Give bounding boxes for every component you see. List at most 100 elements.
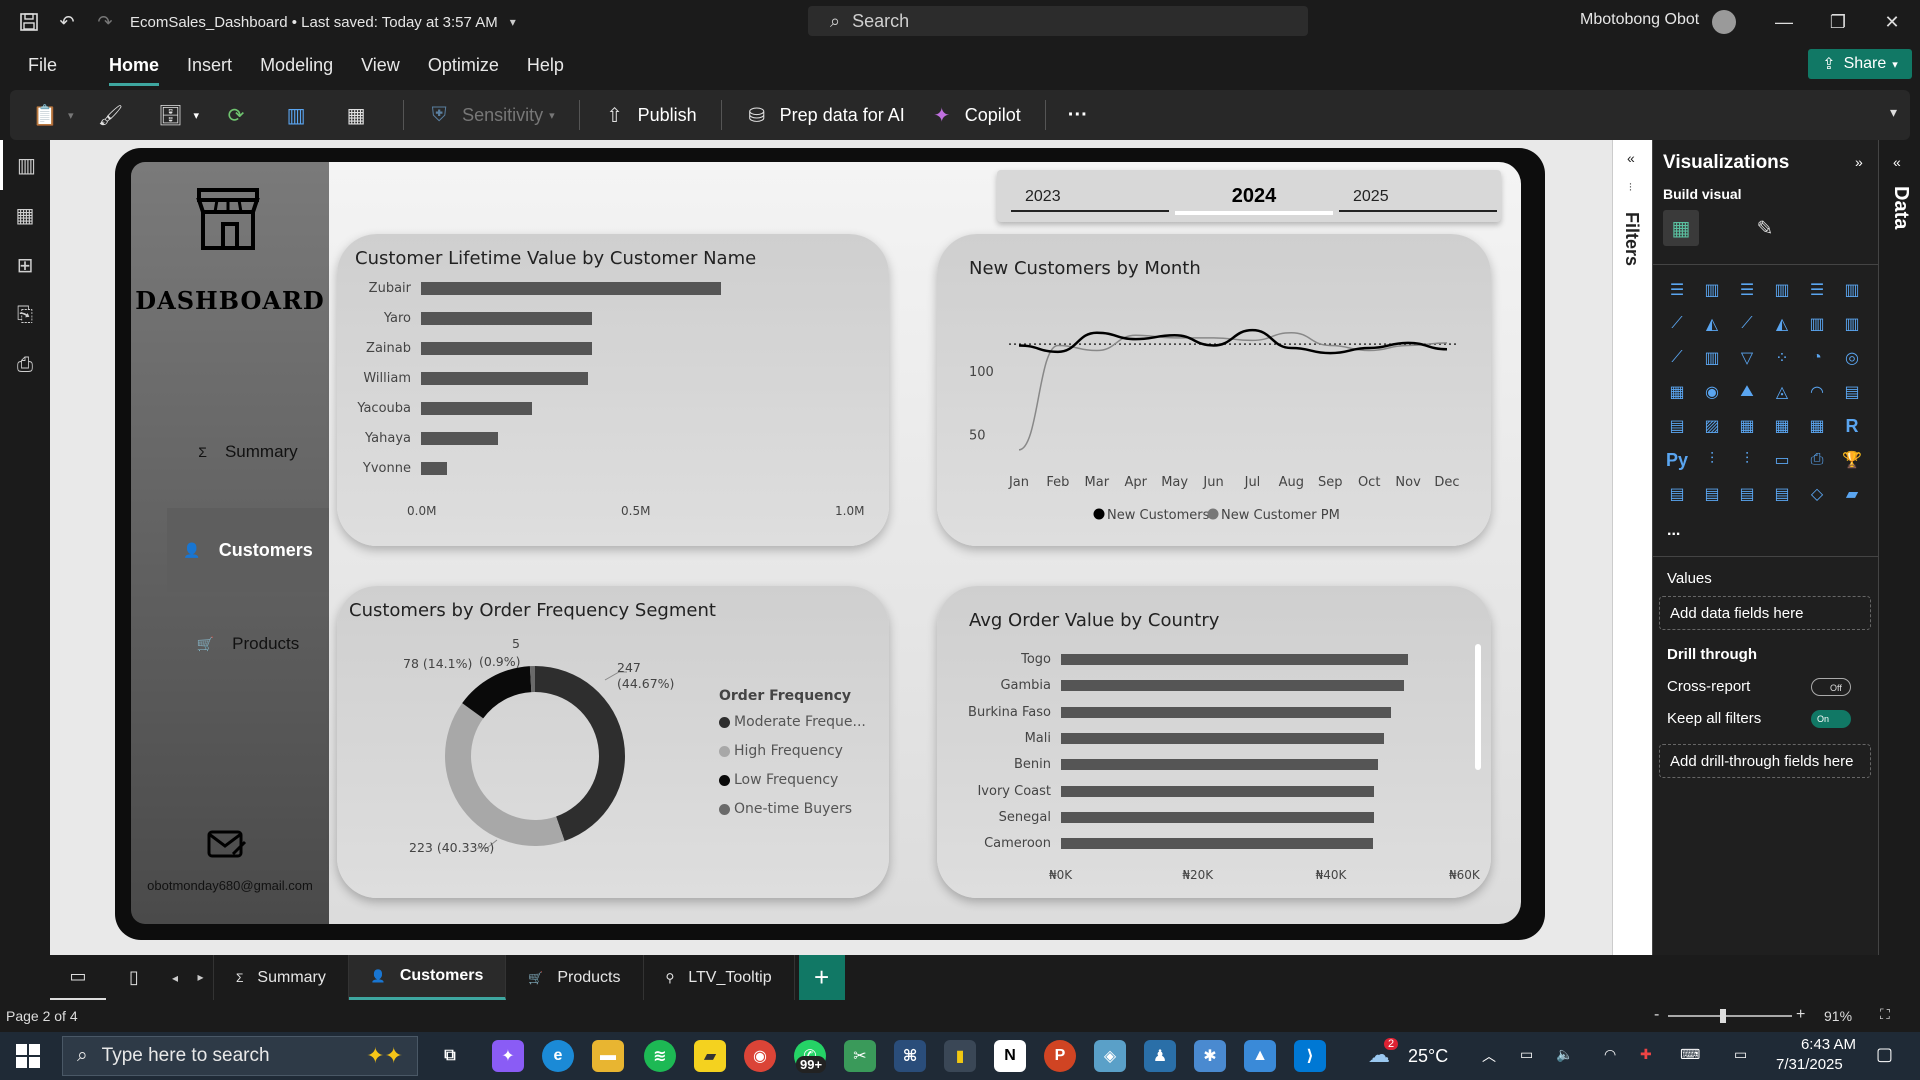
collapse-left-icon[interactable]: « <box>1893 154 1901 170</box>
series-line-new-customer-pm[interactable] <box>1018 331 1448 451</box>
visual-type-icon[interactable]: ◇ <box>1810 486 1824 503</box>
menu-optimize[interactable]: Optimize <box>427 54 499 75</box>
aov-bar[interactable] <box>1061 785 1375 797</box>
visual-type-icon[interactable]: ⟋ <box>1741 315 1753 332</box>
fit-page-icon[interactable]: ⛶ <box>1880 1006 1890 1022</box>
visual-type-icon[interactable]: ▰ <box>1845 486 1859 503</box>
keep-filters-toggle[interactable]: On <box>1811 710 1851 728</box>
redo-icon[interactable]: ↷ <box>97 11 113 32</box>
visual-type-icon[interactable]: ◎ <box>1845 350 1859 367</box>
visual-type-icon[interactable]: ◬ <box>1775 384 1789 401</box>
mobile-layout-icon[interactable]: ▯ <box>129 967 139 987</box>
zoom-slider[interactable] <box>1668 1015 1792 1017</box>
chevron-up-icon[interactable]: ︿ <box>1482 1048 1496 1064</box>
restore-icon[interactable]: ❐ <box>1829 12 1847 32</box>
snipping-tool-icon[interactable]: ✂ <box>844 1040 876 1072</box>
data-pane[interactable]: « Data <box>1878 140 1920 955</box>
dax-view-icon[interactable]: ⎘ <box>17 303 33 326</box>
notion-icon[interactable]: N <box>994 1040 1026 1072</box>
clock-time[interactable]: 6:43 AM <box>1800 1036 1856 1053</box>
wifi-icon[interactable]: ◠ <box>1604 1046 1617 1062</box>
avg-order-value-chart-card[interactable]: Avg Order Value by Country Togo Gambia Bur… <box>937 586 1491 898</box>
settings-app-icon[interactable]: ✱ <box>1194 1040 1226 1072</box>
new-customers-chart-card[interactable]: New Customers by Month 100 50 Jan Feb Mar Apr… <box>937 234 1491 546</box>
aov-bar[interactable] <box>1061 759 1378 771</box>
visual-type-icon[interactable]: ◉ <box>1705 384 1719 401</box>
visual-type-icon[interactable]: ▥ <box>1774 282 1790 299</box>
report-view-icon[interactable]: ▥ <box>0 140 50 190</box>
copilot-button[interactable]: ✦ Copilot <box>929 102 1020 128</box>
tab-summary[interactable]: Σ Summary <box>214 955 349 1000</box>
visual-type-icon[interactable]: ⟋ <box>1671 315 1683 332</box>
nav-products-button[interactable]: 🛒 Products <box>167 602 329 686</box>
visual-type-icon[interactable]: ◔ <box>1812 349 1822 366</box>
visual-type-icon[interactable]: ◠ <box>1810 384 1824 401</box>
next-page-icon[interactable]: ▸ <box>188 955 214 1000</box>
visual-type-icon[interactable]: ▨ <box>1704 418 1720 435</box>
order-frequency-chart-card[interactable]: Customers by Order Frequency Segment 247… <box>337 586 889 898</box>
visual-type-icon[interactable]: ◭ <box>1775 316 1789 333</box>
legend-item[interactable]: High Frequency <box>719 743 843 759</box>
menu-help[interactable]: Help <box>526 54 564 75</box>
build-visual-tab[interactable]: ▦ <box>1663 210 1699 246</box>
clv-bar[interactable] <box>421 432 499 445</box>
menu-file[interactable]: File <box>28 54 58 75</box>
zoom-in-button[interactable]: + <box>1796 1006 1806 1023</box>
avatar[interactable] <box>1712 10 1736 34</box>
nav-customers-button[interactable]: 👤 Customers <box>167 508 329 592</box>
share-button[interactable]: ⇪ Share ▾ <box>1808 49 1912 79</box>
more-options-button[interactable]: ··· <box>1068 104 1088 127</box>
save-icon[interactable] <box>14 7 44 37</box>
menu-view[interactable]: View <box>361 54 400 75</box>
spotify-icon[interactable]: ≋ <box>644 1040 676 1072</box>
task-view-icon[interactable]: ⧉ <box>444 1047 456 1064</box>
zoom-slider-thumb[interactable] <box>1720 1009 1726 1023</box>
clv-bar[interactable] <box>421 372 588 385</box>
clv-chart-card[interactable]: Customer Lifetime Value by Customer Name… <box>337 234 889 546</box>
clv-bar[interactable] <box>421 462 447 475</box>
battery-icon[interactable]: ▭ <box>1520 1046 1534 1062</box>
powerpoint-icon[interactable]: P <box>1044 1040 1076 1072</box>
visual-type-icon[interactable]: ▤ <box>1844 384 1860 401</box>
aov-bar[interactable] <box>1061 811 1375 823</box>
visual-type-icon[interactable]: ⛰ <box>1740 383 1754 400</box>
visual-type-icon[interactable]: ⫶ <box>1744 451 1749 468</box>
format-visual-tab[interactable]: ✎ <box>1756 217 1774 240</box>
visual-type-icon[interactable]: ▤ <box>1669 418 1685 435</box>
zoom-out-button[interactable]: - <box>1654 1006 1660 1023</box>
year-2024[interactable]: 2024 <box>1175 185 1333 215</box>
sticky-notes-icon[interactable]: ▰ <box>694 1040 726 1072</box>
add-page-button[interactable]: + <box>798 955 845 1000</box>
visual-type-icon[interactable]: ▥ <box>1844 282 1860 299</box>
prep-data-button[interactable]: ⛁ Prep data for AI <box>744 102 904 128</box>
visual-type-icon[interactable]: Py <box>1665 449 1689 470</box>
app-tray-icon[interactable]: ✚ <box>1640 1046 1652 1062</box>
donut-slice[interactable] <box>535 666 626 841</box>
keyboard-icon[interactable]: ⌨ <box>1680 1046 1701 1062</box>
visual-type-icon[interactable]: ⁘ <box>1775 350 1789 367</box>
visual-type-icon[interactable]: ▦ <box>1669 384 1685 401</box>
visual-type-icon[interactable]: R <box>1845 415 1859 436</box>
filters-pane[interactable]: « ⫶ Filters <box>1612 140 1652 955</box>
volume-icon[interactable]: 🔈 <box>1556 1046 1574 1062</box>
filter-toggle-icon[interactable]: ⫶ <box>1629 182 1632 194</box>
visual-type-icon[interactable]: ▥ <box>1704 350 1720 367</box>
storage-app-icon[interactable]: ◈ <box>1094 1040 1126 1072</box>
visual-type-icon[interactable]: ▽ <box>1740 350 1754 367</box>
clv-bar[interactable] <box>421 402 533 415</box>
drill-through-field-well[interactable]: Add drill-through fields here <box>1659 744 1871 778</box>
visual-type-icon[interactable]: ▥ <box>1809 316 1825 333</box>
cross-report-toggle[interactable]: Off <box>1811 678 1851 696</box>
scrollbar[interactable] <box>1475 644 1481 770</box>
close-icon[interactable]: ✕ <box>1884 12 1900 32</box>
publish-button[interactable]: ⇧ Publish <box>602 102 696 128</box>
weather-icon[interactable]: ☁ <box>1368 1042 1390 1067</box>
collapse-left-icon[interactable]: « <box>1627 150 1635 166</box>
clv-bar[interactable] <box>421 312 593 325</box>
tab-products[interactable]: 🛒 Products <box>506 955 644 1000</box>
collapse-right-icon[interactable]: » <box>1855 154 1863 170</box>
visual-type-icon[interactable]: ▤ <box>1669 486 1685 503</box>
menu-insert[interactable]: Insert <box>187 54 233 75</box>
visual-type-icon[interactable]: ▤ <box>1739 486 1755 503</box>
new-visual-button[interactable]: ▥ <box>283 102 319 128</box>
